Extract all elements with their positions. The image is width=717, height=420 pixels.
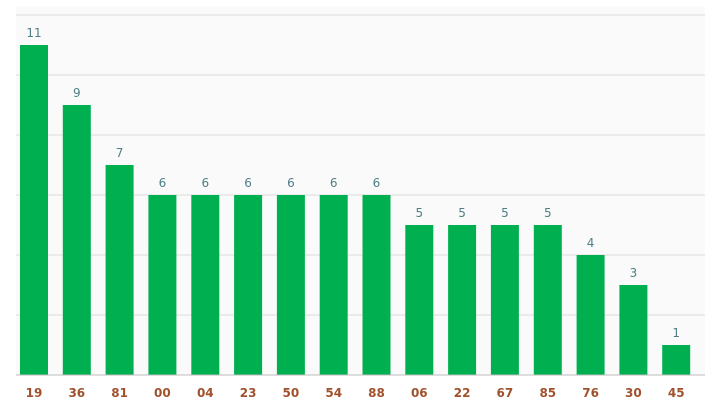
x-tick-label-50: 50 [283,386,300,400]
bar-30 [619,285,648,375]
bar-76 [576,255,605,375]
value-label-22: 5 [458,206,466,220]
value-label-30: 3 [630,266,638,280]
bar-23 [234,195,263,375]
bar-88 [362,195,391,375]
value-label-85: 5 [544,206,552,220]
bar-45 [662,345,691,375]
x-tick-label-88: 88 [368,386,385,400]
value-label-81: 7 [116,146,124,160]
x-tick-label-30: 30 [625,386,642,400]
value-label-88: 6 [373,176,381,190]
bar-19 [20,45,48,375]
x-tick-label-00: 00 [154,386,171,400]
x-tick-label-22: 22 [454,386,471,400]
value-label-00: 6 [159,176,167,190]
value-label-50: 6 [287,176,295,190]
value-label-76: 4 [587,236,595,250]
bar-00 [148,195,177,375]
bar-22 [448,225,477,375]
bar-85 [533,225,562,375]
value-label-19: 11 [26,26,41,40]
x-tick-label-54: 54 [325,386,342,400]
value-label-06: 5 [415,206,423,220]
bar-67 [490,225,519,375]
x-tick-label-04: 04 [197,386,214,400]
x-tick-label-06: 06 [411,386,428,400]
x-tick-label-85: 85 [539,386,556,400]
x-tick-label-76: 76 [582,386,599,400]
x-tick-label-45: 45 [668,386,685,400]
x-tick-label-36: 36 [68,386,85,400]
x-tick-label-81: 81 [111,386,128,400]
bar-81 [105,165,134,375]
x-tick-labels: 19 36 81 00 04 23 50 54 88 06 22 67 85 76 30 45 [26,386,685,400]
value-label-54: 6 [330,176,338,190]
value-label-04: 6 [201,176,209,190]
x-tick-label-19: 19 [26,386,43,400]
bar-36 [62,105,91,375]
value-labels: 11 9 7 6 6 6 6 6 6 5 5 5 5 4 3 1 [26,26,680,340]
bar-06 [405,225,434,375]
x-tick-label-67: 67 [497,386,514,400]
bar-54 [319,195,348,375]
bar-04 [191,195,220,375]
bars [20,45,691,375]
value-label-23: 6 [244,176,252,190]
value-label-67: 5 [501,206,509,220]
value-label-36: 9 [73,86,81,100]
value-label-45: 1 [672,326,680,340]
bar-50 [276,195,305,375]
x-tick-label-23: 23 [240,386,257,400]
